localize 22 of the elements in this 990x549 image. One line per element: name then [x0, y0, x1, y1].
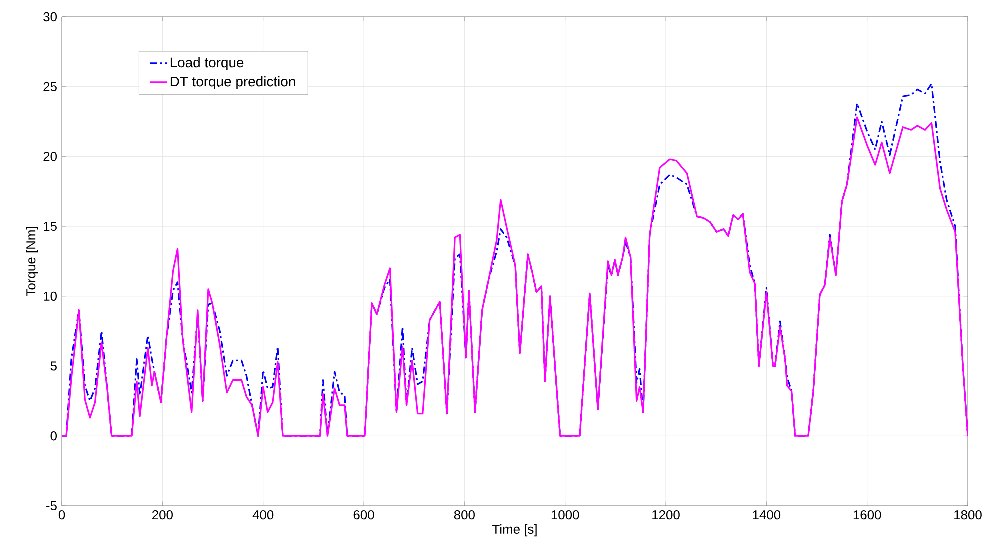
legend-label: DT torque prediction — [170, 76, 296, 90]
y-tick-label: 15 — [44, 222, 57, 232]
x-tick-label: 400 — [252, 510, 274, 520]
y-axis-title: Torque [Nm] — [26, 227, 38, 296]
legend-label: Load torque — [170, 57, 244, 70]
y-tick-label: 25 — [44, 82, 57, 92]
x-tick-label: 600 — [354, 510, 374, 520]
x-tick-label: 1200 — [652, 510, 680, 520]
x-tick-label: 1400 — [753, 510, 781, 520]
x-tick-label: 1800 — [954, 510, 982, 520]
x-tick-label: 200 — [152, 510, 173, 520]
x-axis-title: Time [s] — [492, 524, 537, 537]
y-tick-label: 0 — [50, 432, 57, 441]
y-tick-label: 10 — [44, 292, 57, 301]
x-tick-label: 0 — [58, 510, 66, 520]
x-tick-label: 1600 — [854, 510, 882, 520]
x-tick-label: 800 — [454, 510, 475, 520]
y-tick-label: -5 — [46, 501, 57, 511]
y-tick-label: 30 — [44, 12, 57, 22]
y-tick-label: 5 — [50, 362, 57, 371]
y-tick-label: 20 — [44, 152, 57, 162]
x-tick-label: 1000 — [552, 510, 580, 520]
